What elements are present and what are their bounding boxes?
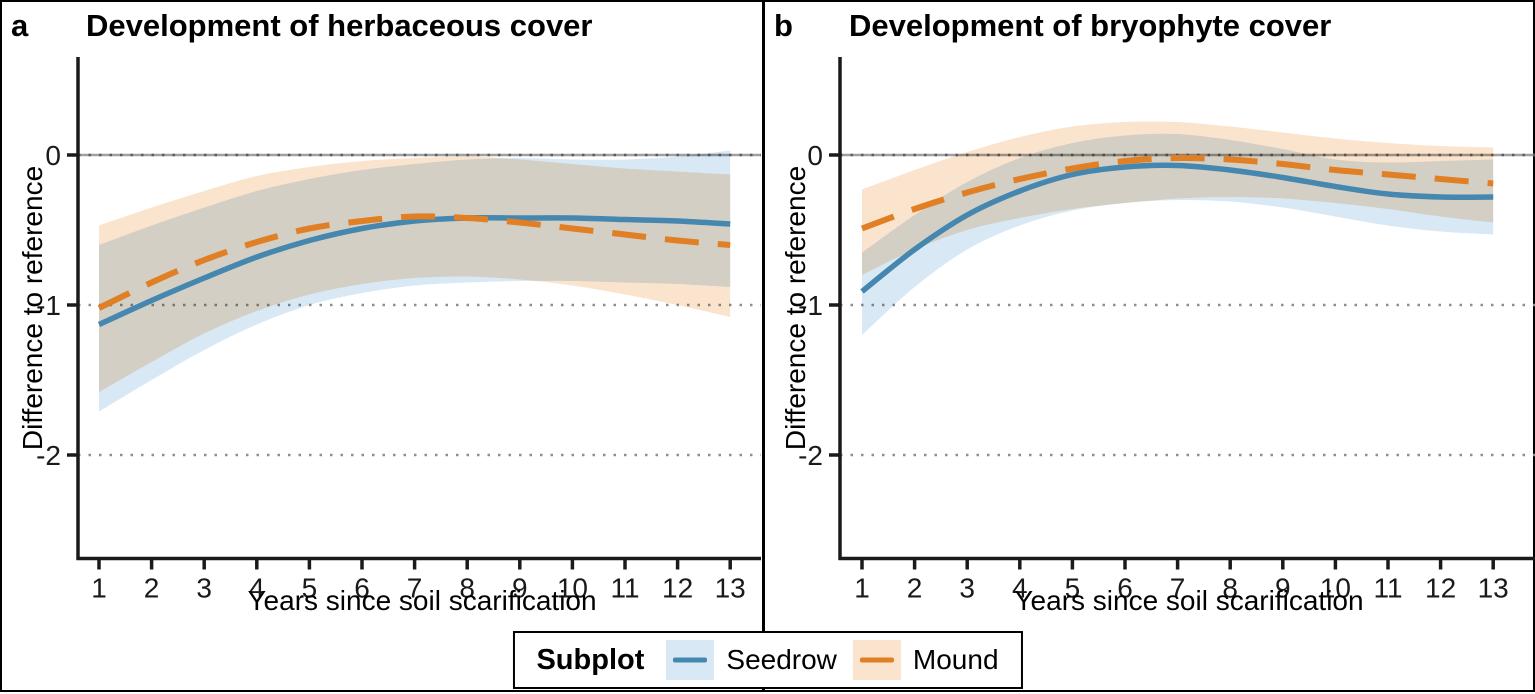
x-tick-label: 2 xyxy=(144,573,160,604)
x-tick-label: 6 xyxy=(1117,573,1133,604)
x-tick-label: 11 xyxy=(1373,573,1402,604)
x-tick-label: 5 xyxy=(302,573,318,604)
x-tick-label: 13 xyxy=(1478,573,1509,604)
panel-b-x-axis-title: Years since soil scarification xyxy=(1014,585,1364,616)
panel-a-x-axis-title: Years since soil scarification xyxy=(247,585,597,616)
x-tick-label: 6 xyxy=(354,573,370,604)
legend: Subplot Seedrow Mound xyxy=(512,631,1023,689)
mound-confidence-ribbon xyxy=(99,156,731,392)
x-tick-label: 10 xyxy=(1320,573,1351,604)
x-tick-label: 11 xyxy=(610,573,639,604)
seedrow-mean-line xyxy=(860,162,1494,294)
panel-divider xyxy=(762,2,765,690)
y-tick-label: -1 xyxy=(798,290,823,321)
panel-b: 0 -1 -2 1 2 3 4 5 6 7 8 9 10 11 12 13 b Development of … xyxy=(765,2,1535,694)
x-tick-label: 12 xyxy=(1425,573,1456,604)
x-tick-label: 4 xyxy=(249,573,265,604)
x-tick-label: 7 xyxy=(407,573,423,604)
x-tick-label: 12 xyxy=(662,573,693,604)
legend-title: Subplot xyxy=(536,643,645,676)
x-tick-label: 2 xyxy=(907,573,923,604)
mound-mean-line xyxy=(860,154,1494,232)
y-tick-label: -2 xyxy=(798,440,823,471)
y-tick-label: 0 xyxy=(807,140,823,171)
legend-label-mound: Mound xyxy=(912,644,999,675)
y-tick-label: -2 xyxy=(36,440,61,471)
panel-a-label: a xyxy=(11,8,29,43)
panel-a-y-axis-title: Difference to reference xyxy=(17,165,48,451)
x-tick-label: 8 xyxy=(1222,573,1238,604)
x-tick-label: 1 xyxy=(854,573,870,604)
mound-ribbon-swatch-icon xyxy=(852,640,901,680)
panel-b-y-axis-title: Difference to reference xyxy=(780,165,811,451)
seedrow-line-icon xyxy=(673,657,708,663)
legend-label-seedrow: Seedrow xyxy=(726,644,837,675)
panel-b-label: b xyxy=(774,8,793,43)
panel-a: 0 -1 -2 1 2 3 4 5 6 7 8 9 10 11 12 13 a Development of … xyxy=(2,2,762,694)
x-tick-label: 8 xyxy=(459,573,475,604)
panel-a-chart-canvas: 0-1-21 2 3 4 5 6 7 8 9 10 11 12 13 xyxy=(36,57,761,604)
x-tick-label: 7 xyxy=(1170,573,1186,604)
x-tick-label: 5 xyxy=(1065,573,1081,604)
y-tick-label: 0 xyxy=(45,140,61,171)
legend-item-mound: Mound xyxy=(852,640,999,680)
x-tick-label: 9 xyxy=(512,573,528,604)
mound-mean-line xyxy=(97,213,731,311)
x-tick-label: 9 xyxy=(1275,573,1291,604)
panel-b-title: Development of bryophyte cover xyxy=(849,8,1332,43)
x-tick-label: 3 xyxy=(959,573,975,604)
y-tick-label: -1 xyxy=(36,290,61,321)
panel-b-chart-canvas: 0-1-21 2 3 4 5 6 7 8 9 10 11 12 13 xyxy=(798,57,1535,604)
x-tick-label: 4 xyxy=(1012,573,1028,604)
mound-confidence-ribbon xyxy=(862,121,1494,275)
legend-item-seedrow: Seedrow xyxy=(666,640,837,680)
panel-a-title: Development of herbaceous cover xyxy=(86,8,593,43)
seedrow-ribbon-swatch-icon xyxy=(666,640,715,680)
seedrow-mean-line xyxy=(97,215,731,328)
x-tick-label: 3 xyxy=(196,573,212,604)
x-tick-label: 13 xyxy=(715,573,746,604)
mound-line-icon xyxy=(859,657,894,663)
x-tick-label: 10 xyxy=(557,573,588,604)
x-tick-label: 1 xyxy=(91,573,107,604)
